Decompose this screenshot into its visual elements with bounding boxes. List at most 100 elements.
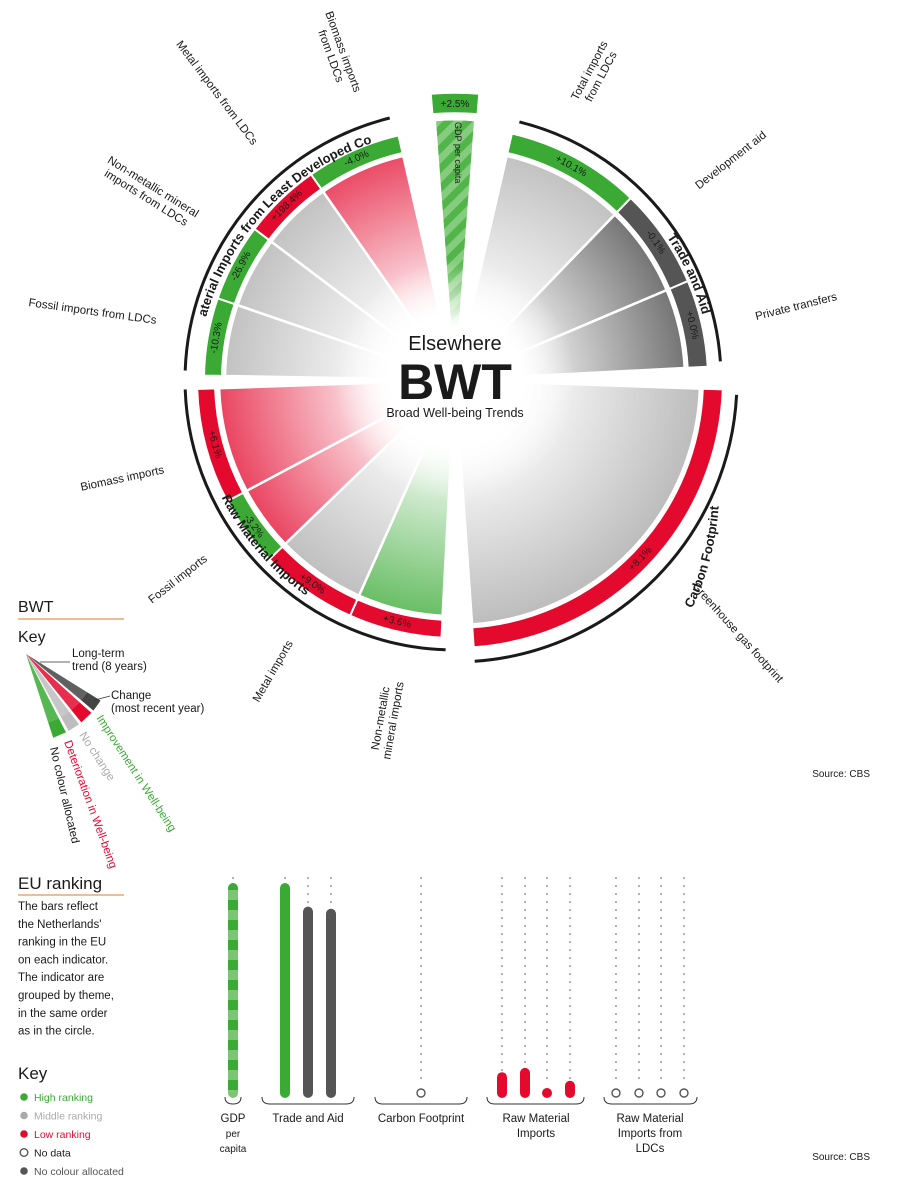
bar-guide-dot bbox=[615, 909, 617, 911]
center-bwt-title: BWT bbox=[398, 354, 512, 410]
bar-guide-dot bbox=[501, 1045, 503, 1047]
change-band-gdp bbox=[430, 92, 480, 115]
bar-guide-dot bbox=[683, 1021, 685, 1023]
bar-guide-dot bbox=[569, 1077, 571, 1079]
bwt-key-subtitle: Key bbox=[18, 629, 46, 646]
bar-guide-dot bbox=[546, 909, 548, 911]
bar-guide-dot bbox=[615, 1029, 617, 1031]
bar-guide-dot bbox=[546, 1037, 548, 1039]
eu-description-line: as in the circle. bbox=[18, 1026, 95, 1038]
bar-guide-dot bbox=[546, 965, 548, 967]
bar-guide-dot bbox=[501, 925, 503, 927]
eu-group-carbon: Carbon Footprint bbox=[378, 1113, 465, 1125]
bar-guide-dot bbox=[569, 917, 571, 919]
bar-guide-dot bbox=[638, 877, 640, 879]
bar-guide-dot bbox=[546, 989, 548, 991]
eu-key-label: Middle ranking bbox=[34, 1111, 102, 1123]
ldc-theme-arc bbox=[183, 116, 391, 371]
bar-guide-dot bbox=[330, 901, 332, 903]
bar-guide-dot bbox=[524, 885, 526, 887]
bar-guide-dot bbox=[420, 1045, 422, 1047]
bar-guide-dot bbox=[501, 981, 503, 983]
eu-ranking-title: EU ranking bbox=[18, 874, 102, 893]
bar-guide-dot bbox=[524, 981, 526, 983]
bar-guide-dot bbox=[660, 901, 662, 903]
bar-guide-dot bbox=[569, 965, 571, 967]
eu-key-label: No colour allocated bbox=[34, 1166, 124, 1178]
bar-guide-dot bbox=[546, 997, 548, 999]
bar-guide-dot bbox=[569, 933, 571, 935]
bar-guide-dot bbox=[546, 917, 548, 919]
bar-guide-dot bbox=[501, 1069, 503, 1071]
eu-ranking-bar bbox=[497, 1072, 507, 1098]
bar-guide-dot bbox=[569, 941, 571, 943]
eu-group-bracket bbox=[603, 1096, 698, 1105]
bar-guide-dot bbox=[683, 885, 685, 887]
bar-guide-dot bbox=[569, 957, 571, 959]
bar-guide-dot bbox=[546, 981, 548, 983]
bar-guide-dot bbox=[420, 1013, 422, 1015]
bar-guide-dot bbox=[660, 1005, 662, 1007]
eu-key-label: High ranking bbox=[34, 1092, 93, 1104]
bar-guide-dot bbox=[615, 949, 617, 951]
bar-guide-dot bbox=[420, 885, 422, 887]
bar-guide-dot bbox=[420, 901, 422, 903]
key-wedge-improvement-band bbox=[48, 718, 66, 738]
bar-guide-dot bbox=[615, 957, 617, 959]
bar-guide-dot bbox=[420, 1077, 422, 1079]
bar-guide-dot bbox=[615, 885, 617, 887]
change-band-greenhouse bbox=[471, 387, 724, 649]
eu-group-bracket bbox=[261, 1096, 355, 1105]
eu-group-gdp: GDP per capita bbox=[220, 1113, 247, 1155]
bar-guide-dot bbox=[683, 925, 685, 927]
bar-guide-dot bbox=[284, 877, 286, 879]
bar-guide-dot bbox=[638, 997, 640, 999]
bar-guide-dot bbox=[420, 997, 422, 999]
bar-guide-dot bbox=[524, 877, 526, 879]
bar-guide-dot bbox=[501, 885, 503, 887]
bar-guide-dot bbox=[615, 941, 617, 943]
bar-guide-dot bbox=[660, 941, 662, 943]
bar-guide-dot bbox=[330, 893, 332, 895]
bar-guide-dot bbox=[683, 965, 685, 967]
bar-guide-dot bbox=[501, 989, 503, 991]
eu-key-dot bbox=[20, 1167, 28, 1175]
bar-guide-dot bbox=[524, 1053, 526, 1055]
bar-guide-dot bbox=[501, 917, 503, 919]
bar-guide-dot bbox=[420, 981, 422, 983]
key-change-label-line: (most recent year) bbox=[111, 703, 204, 715]
bar-guide-dot bbox=[501, 941, 503, 943]
bar-guide-dot bbox=[307, 901, 309, 903]
bar-guide-dot bbox=[615, 1005, 617, 1007]
bar-guide-dot bbox=[330, 885, 332, 887]
bar-guide-dot bbox=[683, 957, 685, 959]
bar-guide-dot bbox=[569, 1045, 571, 1047]
bar-guide-dot bbox=[546, 1005, 548, 1007]
bar-guide-dot bbox=[524, 1021, 526, 1023]
bar-guide-dot bbox=[546, 1077, 548, 1079]
key-longterm-label-line: trend (8 years) bbox=[72, 661, 147, 673]
bar-guide-dot bbox=[501, 965, 503, 967]
bar-guide-dot bbox=[615, 989, 617, 991]
bar-guide-dot bbox=[683, 917, 685, 919]
bar-guide-dot bbox=[307, 885, 309, 887]
bar-guide-dot bbox=[569, 981, 571, 983]
bar-guide-dot bbox=[420, 1005, 422, 1007]
eu-group-carbon-line: Carbon Footprint bbox=[378, 1113, 465, 1125]
key-change-label: Change (most recent year) bbox=[111, 690, 204, 715]
indicator-label-fossil: Fossil imports bbox=[147, 553, 210, 606]
bar-guide-dot bbox=[615, 1053, 617, 1055]
change-band-biomass bbox=[196, 387, 245, 503]
center-subtitle: Broad Well-being Trends bbox=[386, 406, 523, 420]
bar-guide-dot bbox=[638, 957, 640, 959]
bar-guide-dot bbox=[615, 997, 617, 999]
bar-guide-dot bbox=[638, 901, 640, 903]
bar-guide-dot bbox=[569, 949, 571, 951]
bar-guide-dot bbox=[569, 997, 571, 999]
bar-guide-dot bbox=[420, 925, 422, 927]
bar-guide-dot bbox=[569, 901, 571, 903]
bar-guide-dot bbox=[501, 1013, 503, 1015]
eu-group-bracket bbox=[374, 1096, 468, 1105]
bar-guide-dot bbox=[420, 941, 422, 943]
bar-guide-dot bbox=[638, 893, 640, 895]
